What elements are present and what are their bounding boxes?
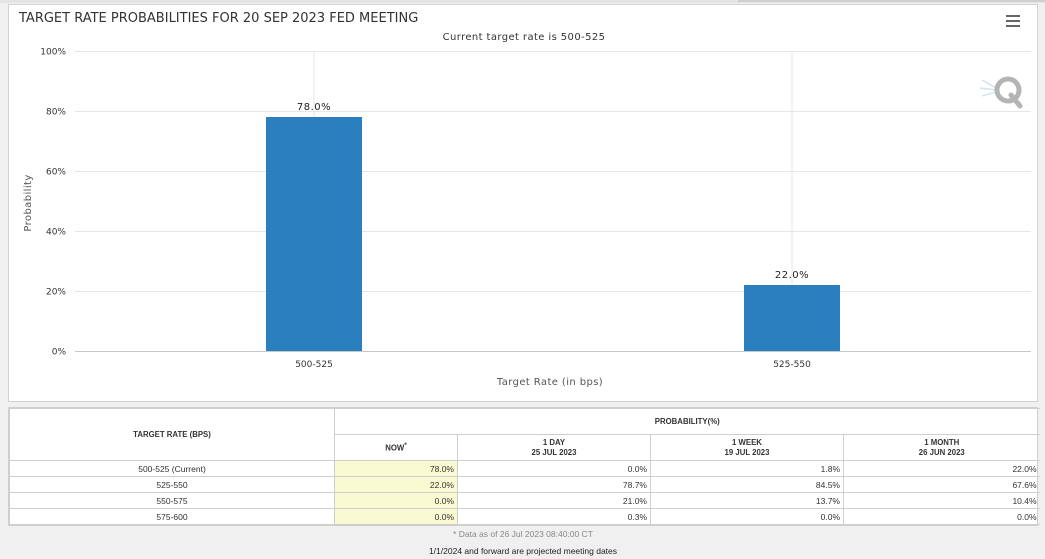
projected-dates-note: 1/1/2024 and forward are projected meeti… bbox=[428, 546, 618, 556]
col-header-1-week: 1 WEEK 19 JUL 2023 bbox=[650, 434, 844, 461]
rate-column-header: TARGET RATE (BPS) bbox=[9, 408, 335, 461]
probability-column-header: PROBABILITY(%) bbox=[333, 408, 1040, 435]
bar-525-550 bbox=[744, 285, 840, 351]
hamburger-menu-icon[interactable] bbox=[1006, 15, 1020, 27]
bar-layer: 78.0% 22.0% bbox=[266, 102, 840, 351]
now-value-cell: 78.0% bbox=[334, 460, 458, 477]
col-header-1-day: 1 DAY 25 JUL 2023 bbox=[457, 434, 651, 461]
y-axis-title: Probability bbox=[23, 174, 34, 231]
y-axis-ticks: 0% 20% 40% 60% 80% 100% bbox=[40, 48, 66, 358]
probability-bar-chart: TARGET RATE PROBABILITIES FOR 20 SEP 202… bbox=[18, 11, 1031, 388]
x-tick-label: 525-550 bbox=[773, 360, 811, 370]
value-cell: 21.0% bbox=[457, 492, 651, 509]
bar-data-label: 22.0% bbox=[775, 270, 809, 281]
chart-subtitle: Current target rate is 500-525 bbox=[443, 32, 606, 43]
y-tick-label: 60% bbox=[46, 168, 66, 178]
value-cell: 0.0% bbox=[842, 508, 1040, 525]
top-edge bbox=[0, 0, 1045, 3]
value-cell: 0.0% bbox=[650, 508, 844, 525]
rate-cell: 575-600 bbox=[9, 508, 335, 525]
grid-layer bbox=[75, 51, 1031, 352]
top-tab-edge bbox=[738, 0, 1045, 2]
rate-cell: 550-575 bbox=[9, 492, 335, 509]
y-tick-label: 0% bbox=[52, 348, 67, 358]
x-axis-title: Target Rate (in bps) bbox=[496, 377, 603, 388]
x-tick-label: 500-525 bbox=[295, 360, 333, 370]
table-row: 500-525 (Current) 78.0% 0.0% 1.8% 22.0% bbox=[9, 460, 1040, 477]
probability-table-panel: TARGET RATE (BPS) PROBABILITY(%) NOW* 1 … bbox=[8, 407, 1040, 526]
probability-table: TARGET RATE (BPS) PROBABILITY(%) NOW* 1 … bbox=[9, 408, 1040, 525]
col-header-1-month: 1 MONTH 26 JUN 2023 bbox=[842, 434, 1040, 461]
y-tick-label: 20% bbox=[46, 288, 66, 298]
now-value-cell: 0.0% bbox=[334, 492, 458, 509]
value-cell: 13.7% bbox=[650, 492, 844, 509]
col-header-now: NOW* bbox=[334, 434, 458, 461]
y-tick-label: 80% bbox=[46, 108, 66, 118]
y-tick-label: 100% bbox=[40, 48, 66, 58]
menu-line bbox=[1006, 20, 1020, 22]
table-header-row: TARGET RATE (BPS) PROBABILITY(%) bbox=[9, 408, 1040, 461]
x-axis-ticks: 500-525 525-550 bbox=[295, 360, 811, 370]
table-subheader-row: NOW* 1 DAY 25 JUL 2023 1 WEEK 19 JUL 2023 … bbox=[10, 434, 1040, 461]
menu-line bbox=[1006, 15, 1020, 17]
chart-panel: TARGET RATE PROBABILITIES FOR 20 SEP 202… bbox=[8, 4, 1038, 402]
rate-cell: 500-525 (Current) bbox=[9, 460, 335, 477]
value-cell: 84.5% bbox=[650, 476, 844, 493]
menu-line bbox=[1006, 25, 1020, 27]
now-value-cell: 0.0% bbox=[334, 508, 458, 525]
value-cell: 78.7% bbox=[457, 476, 651, 493]
value-cell: 10.4% bbox=[842, 492, 1040, 509]
data-as-of-note: * Data as of 26 Jul 2023 08:40:00 CT bbox=[453, 529, 593, 539]
now-value-cell: 22.0% bbox=[334, 476, 458, 493]
table-row: 550-575 0.0% 21.0% 13.7% 10.4% bbox=[9, 492, 1040, 509]
table-row: 525-550 22.0% 78.7% 84.5% 67.6% bbox=[9, 476, 1040, 493]
value-cell: 0.3% bbox=[457, 508, 651, 525]
table-row: 575-600 0.0% 0.3% 0.0% 0.0% bbox=[9, 508, 1040, 525]
y-tick-label: 40% bbox=[46, 228, 66, 238]
rate-cell: 525-550 bbox=[9, 476, 335, 493]
bar-500-525 bbox=[266, 117, 362, 351]
value-cell: 67.6% bbox=[842, 476, 1040, 493]
value-cell: 22.0% bbox=[842, 460, 1040, 477]
bar-data-label: 78.0% bbox=[297, 102, 331, 113]
value-cell: 0.0% bbox=[457, 460, 651, 477]
q-logo-icon bbox=[979, 76, 1023, 109]
value-cell: 1.8% bbox=[650, 460, 844, 477]
chart-title: TARGET RATE PROBABILITIES FOR 20 SEP 202… bbox=[18, 11, 418, 26]
